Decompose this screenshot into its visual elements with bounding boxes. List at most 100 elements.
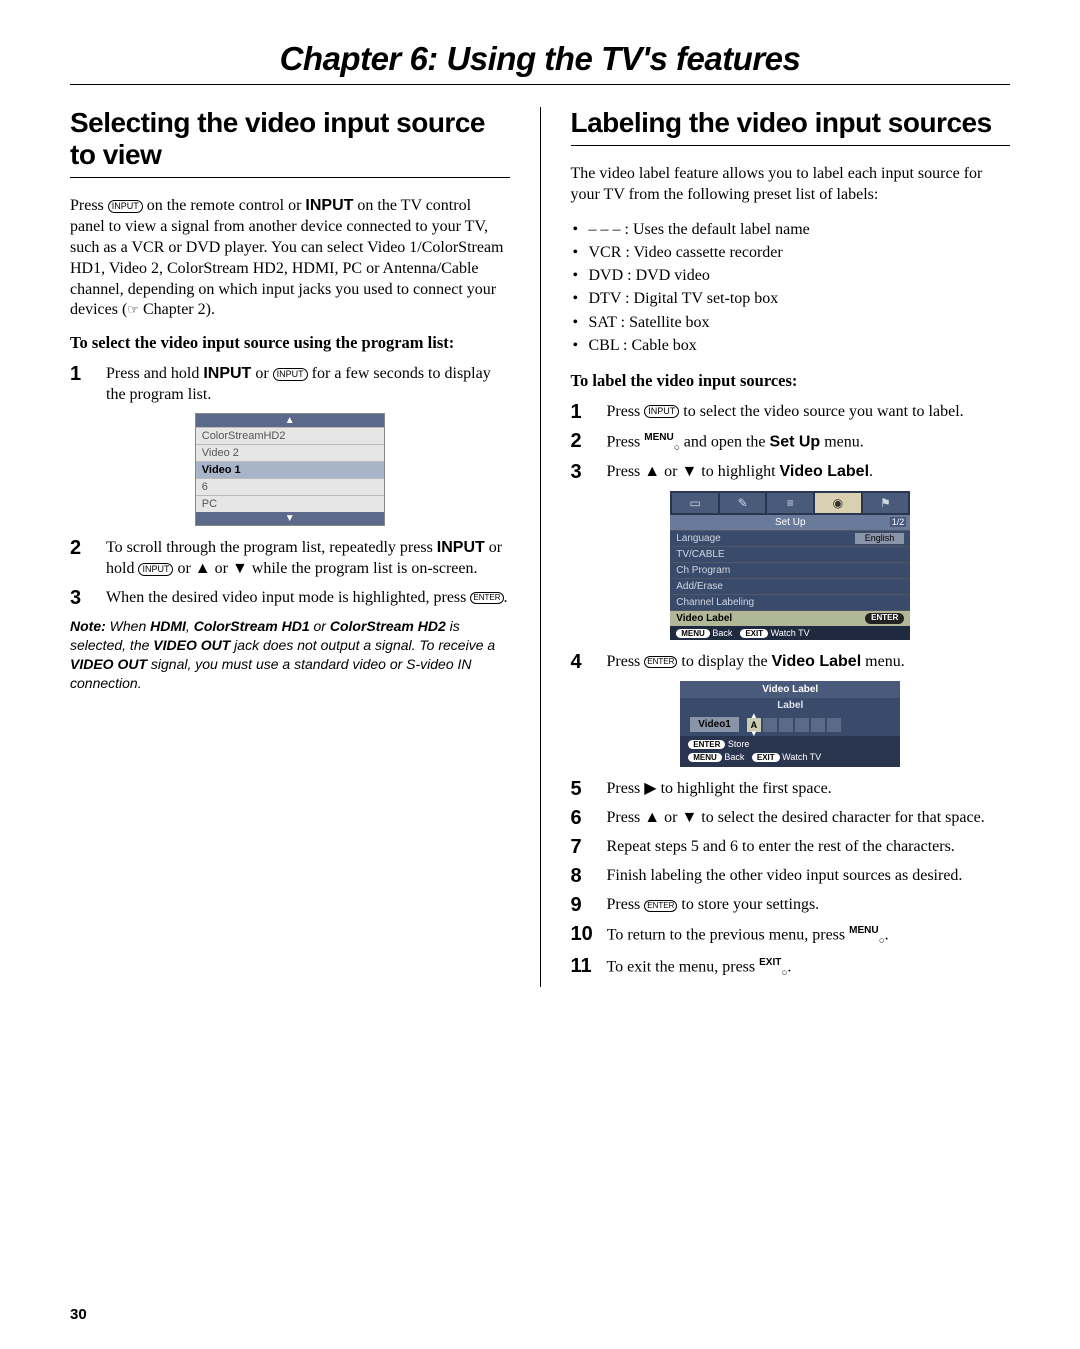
vlabel-char-box xyxy=(811,718,825,732)
left-section-title: Selecting the video input source to view xyxy=(70,107,510,171)
left-step-2: 2 To scroll through the program list, re… xyxy=(70,538,510,580)
right-step-3: 3 Press ▲ or ▼ to highlight Video Label. xyxy=(571,462,1011,483)
step-number: 4 xyxy=(571,652,593,673)
step-number: 3 xyxy=(70,588,92,609)
step-number: 8 xyxy=(571,866,593,887)
setup-menu-title: Set Up1/2 xyxy=(670,515,910,530)
step-number: 2 xyxy=(571,431,593,455)
enter-pill: ENTER xyxy=(865,613,904,624)
right-step-1: 1 Press INPUT to select the video source… xyxy=(571,402,1011,423)
input-icon: INPUT xyxy=(273,368,308,381)
vlabel-sub: Label xyxy=(680,698,900,713)
setup-tabs: ▭ ✎ ≡ ◉ ⚑ xyxy=(670,491,910,515)
list-item: DVD : DVD video xyxy=(571,264,1011,287)
enter-icon: ENTER xyxy=(470,592,503,604)
menu-button-icon: MENU xyxy=(849,925,878,936)
tab-icon-selected: ◉ xyxy=(815,493,861,513)
section-underline xyxy=(571,145,1011,146)
setup-footer: MENU Back EXIT Watch TV xyxy=(670,626,910,640)
step-number: 1 xyxy=(571,402,593,423)
left-note: Note: When HDMI, ColorStream HD1 or Colo… xyxy=(70,617,510,693)
left-intro: Press INPUT on the remote control or INP… xyxy=(70,196,510,321)
list-item: VCR : Video cassette recorder xyxy=(571,241,1011,264)
step-text: Press ENTER to display the Video Label m… xyxy=(607,652,1011,673)
step-number: 9 xyxy=(571,895,593,916)
right-step-5: 5 Press ▶ to highlight the first space. xyxy=(571,779,1011,800)
input-icon: INPUT xyxy=(108,200,143,213)
right-column: Labeling the video input sources The vid… xyxy=(571,107,1011,987)
right-step-2: 2 Press MENU○ and open the Set Up menu. xyxy=(571,431,1011,455)
step-text: Repeat steps 5 and 6 to enter the rest o… xyxy=(607,837,1011,858)
vlabel-char-boxes: A xyxy=(747,718,841,732)
step-number: 11 xyxy=(571,956,593,980)
list-item: CBL : Cable box xyxy=(571,334,1011,357)
step-text: Press INPUT to select the video source y… xyxy=(607,402,1011,423)
input-icon: INPUT xyxy=(644,405,679,418)
list-item: DTV : Digital TV set-top box xyxy=(571,287,1011,310)
left-column: Selecting the video input source to view… xyxy=(70,107,510,987)
step-text: Press MENU○ and open the Set Up menu. xyxy=(607,431,1011,455)
vlabel-char-box xyxy=(763,718,777,732)
list-item-selected: Video 1 xyxy=(196,461,384,478)
left-step-3: 3 When the desired video input mode is h… xyxy=(70,588,510,609)
setup-row: LanguageEnglish xyxy=(670,530,910,546)
enter-icon: ENTER xyxy=(644,656,677,668)
right-section-title: Labeling the video input sources xyxy=(571,107,1011,139)
list-item: Video 2 xyxy=(196,444,384,461)
step-number: 3 xyxy=(571,462,593,483)
video-label-menu-mock: Video Label Label Video1 A ENTER Store M… xyxy=(680,681,900,767)
step-number: 7 xyxy=(571,837,593,858)
right-step-10: 10 To return to the previous menu, press… xyxy=(571,924,1011,948)
setup-page-indicator: 1/2 xyxy=(890,517,907,527)
right-step-11: 11 To exit the menu, press EXIT○. xyxy=(571,956,1011,980)
step-number: 2 xyxy=(70,538,92,580)
right-subheading: To label the video input sources: xyxy=(571,371,1011,392)
tab-icon: ✎ xyxy=(720,493,766,513)
right-intro: The video label feature allows you to la… xyxy=(571,164,1011,206)
page-number: 30 xyxy=(70,1306,87,1323)
enter-icon: ENTER xyxy=(644,900,677,912)
setup-row: Channel Labeling xyxy=(670,594,910,610)
chapter-title: Chapter 6: Using the TV's features xyxy=(70,40,1010,78)
chapter-divider xyxy=(70,84,1010,85)
list-item: 6 xyxy=(196,478,384,495)
list-down-arrow: ▼ xyxy=(196,512,384,525)
step-number: 6 xyxy=(571,808,593,829)
vlabel-footer: ENTER Store MENU Back EXIT Watch TV xyxy=(680,736,900,767)
vlabel-char-box: A xyxy=(747,718,761,732)
vlabel-title: Video Label xyxy=(680,681,900,698)
setup-menu-mock: ▭ ✎ ≡ ◉ ⚑ Set Up1/2 LanguageEnglish TV/C… xyxy=(670,491,910,640)
menu-button-icon: MENU xyxy=(644,432,673,443)
two-column-layout: Selecting the video input source to view… xyxy=(70,107,1010,987)
list-item: SAT : Satellite box xyxy=(571,311,1011,334)
right-step-9: 9 Press ENTER to store your settings. xyxy=(571,895,1011,916)
vlabel-char-box xyxy=(795,718,809,732)
setup-row: TV/CABLE xyxy=(670,546,910,562)
vlabel-char-box xyxy=(827,718,841,732)
list-item: ColorStreamHD2 xyxy=(196,427,384,444)
step-text: Finish labeling the other video input so… xyxy=(607,866,1011,887)
tab-icon: ⚑ xyxy=(863,493,909,513)
list-item: – – – : Uses the default label name xyxy=(571,218,1011,241)
section-underline xyxy=(70,177,510,178)
step-text: To return to the previous menu, press ME… xyxy=(607,924,1010,948)
column-separator xyxy=(540,107,541,987)
setup-row: Ch Program xyxy=(670,562,910,578)
step-number: 5 xyxy=(571,779,593,800)
step-number: 1 xyxy=(70,364,92,406)
right-step-4: 4 Press ENTER to display the Video Label… xyxy=(571,652,1011,673)
step-text: Press ▶ to highlight the first space. xyxy=(607,779,1011,800)
step-text: Press and hold INPUT or INPUT for a few … xyxy=(106,364,510,406)
step-text: Press ENTER to store your settings. xyxy=(607,895,1011,916)
tab-icon: ≡ xyxy=(767,493,813,513)
right-step-7: 7 Repeat steps 5 and 6 to enter the rest… xyxy=(571,837,1011,858)
setup-row: Add/Erase xyxy=(670,578,910,594)
step-text: When the desired video input mode is hig… xyxy=(106,588,510,609)
exit-button-icon: EXIT xyxy=(759,957,781,968)
label-preset-list: – – – : Uses the default label name VCR … xyxy=(571,218,1011,357)
step-text: To scroll through the program list, repe… xyxy=(106,538,510,580)
note-label: Note: xyxy=(70,618,106,634)
left-subheading: To select the video input source using t… xyxy=(70,333,510,354)
input-icon: INPUT xyxy=(138,563,173,576)
setup-row-selected: Video LabelENTER xyxy=(670,610,910,626)
